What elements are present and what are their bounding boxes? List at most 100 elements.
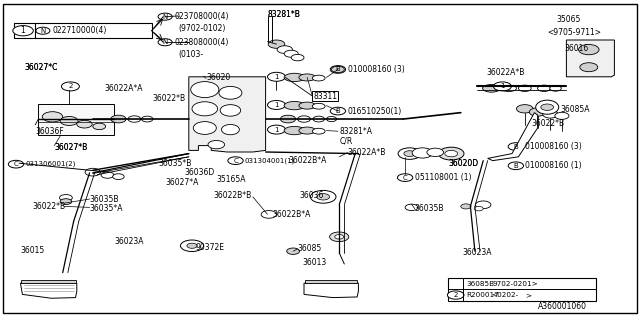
Text: 1: 1 — [274, 127, 279, 132]
Ellipse shape — [326, 116, 337, 122]
Text: C/R: C/R — [339, 137, 353, 146]
Text: 36085: 36085 — [298, 244, 322, 253]
Ellipse shape — [158, 39, 172, 46]
Text: 1: 1 — [500, 84, 505, 89]
Text: N: N — [163, 14, 168, 20]
Ellipse shape — [268, 72, 285, 81]
Ellipse shape — [508, 162, 524, 170]
Ellipse shape — [536, 100, 559, 114]
Ellipse shape — [529, 108, 546, 116]
Ellipse shape — [447, 291, 464, 299]
Ellipse shape — [330, 107, 346, 115]
Text: 36022A*B: 36022A*B — [486, 68, 525, 76]
Text: 83311: 83311 — [314, 92, 338, 100]
Ellipse shape — [268, 100, 285, 109]
Text: 36022*B: 36022*B — [152, 94, 186, 103]
Ellipse shape — [550, 85, 561, 91]
Ellipse shape — [60, 195, 72, 201]
Ellipse shape — [317, 194, 330, 200]
Ellipse shape — [330, 66, 346, 73]
Ellipse shape — [284, 73, 305, 82]
Text: 83281*B: 83281*B — [268, 10, 300, 19]
Ellipse shape — [268, 125, 285, 134]
Text: 36027*C: 36027*C — [24, 63, 58, 72]
Text: 031304001(1): 031304001(1) — [244, 157, 295, 164]
Text: 36036: 36036 — [300, 191, 324, 200]
Text: 1: 1 — [274, 74, 279, 80]
Bar — [14, 23, 152, 38]
Ellipse shape — [474, 206, 483, 211]
Ellipse shape — [579, 44, 599, 55]
Ellipse shape — [221, 124, 239, 135]
Text: >: > — [525, 292, 531, 298]
Ellipse shape — [101, 172, 114, 178]
Ellipse shape — [192, 102, 218, 116]
Text: 023808000(4): 023808000(4) — [174, 38, 228, 47]
Ellipse shape — [13, 26, 33, 36]
Text: 2: 2 — [68, 84, 72, 89]
Text: C: C — [13, 161, 19, 167]
Ellipse shape — [42, 112, 63, 122]
Text: 83281*A: 83281*A — [339, 127, 372, 136]
Text: 36027*A: 36027*A — [165, 178, 198, 187]
Text: (0103-: (0103- — [178, 50, 203, 59]
Text: 36035*B: 36035*B — [159, 159, 192, 168]
Ellipse shape — [298, 116, 310, 122]
Polygon shape — [21, 280, 76, 283]
Text: 010008160 (3): 010008160 (3) — [525, 142, 582, 151]
Ellipse shape — [501, 85, 516, 92]
Ellipse shape — [261, 211, 276, 218]
Bar — [38, 104, 114, 135]
Ellipse shape — [280, 115, 296, 123]
Ellipse shape — [93, 123, 106, 130]
Ellipse shape — [141, 116, 153, 122]
Text: <0202-: <0202- — [492, 292, 519, 298]
Text: 2: 2 — [454, 292, 458, 298]
Text: C: C — [233, 158, 238, 164]
Text: 36022B*A: 36022B*A — [288, 156, 326, 165]
Text: 36036F: 36036F — [35, 127, 64, 136]
Ellipse shape — [404, 151, 415, 156]
Text: B: B — [513, 144, 518, 149]
Ellipse shape — [187, 243, 197, 248]
Text: 1: 1 — [274, 102, 279, 108]
Text: 36020: 36020 — [206, 73, 230, 82]
Ellipse shape — [518, 85, 531, 92]
Bar — [312, 91, 338, 101]
Text: 90372E: 90372E — [195, 243, 224, 252]
Ellipse shape — [516, 105, 533, 113]
Text: 010008160 (1): 010008160 (1) — [525, 161, 581, 170]
Ellipse shape — [493, 82, 511, 91]
Ellipse shape — [219, 86, 242, 99]
Text: 36023A: 36023A — [463, 248, 492, 257]
Ellipse shape — [310, 190, 336, 203]
Text: 9702-0201>: 9702-0201> — [493, 281, 538, 287]
Text: 36022*B: 36022*B — [32, 202, 65, 211]
Text: N: N — [163, 39, 168, 45]
Ellipse shape — [299, 102, 316, 109]
Ellipse shape — [427, 148, 444, 156]
Ellipse shape — [398, 148, 421, 159]
Ellipse shape — [508, 143, 524, 150]
Ellipse shape — [158, 13, 172, 20]
Ellipse shape — [77, 120, 92, 128]
Text: 35065: 35065 — [557, 15, 581, 24]
Text: 36022B*A: 36022B*A — [272, 210, 310, 219]
Text: 36020D: 36020D — [448, 159, 478, 168]
Ellipse shape — [61, 82, 79, 91]
Ellipse shape — [208, 140, 225, 149]
Text: N: N — [40, 28, 45, 34]
Text: 36085B: 36085B — [466, 281, 494, 287]
Text: 36022*B: 36022*B — [531, 119, 564, 128]
Text: (9702-0102): (9702-0102) — [178, 24, 225, 33]
Text: 36022B*B: 36022B*B — [213, 191, 252, 200]
Text: 36022A*B: 36022A*B — [348, 148, 386, 157]
Text: B: B — [513, 163, 518, 169]
Text: B: B — [335, 108, 340, 114]
Ellipse shape — [312, 128, 325, 134]
Polygon shape — [20, 283, 77, 298]
Ellipse shape — [284, 101, 305, 110]
Text: 031306001(2): 031306001(2) — [26, 161, 76, 167]
Text: 022710000(4): 022710000(4) — [52, 26, 107, 35]
Text: 36027*B: 36027*B — [54, 143, 88, 152]
